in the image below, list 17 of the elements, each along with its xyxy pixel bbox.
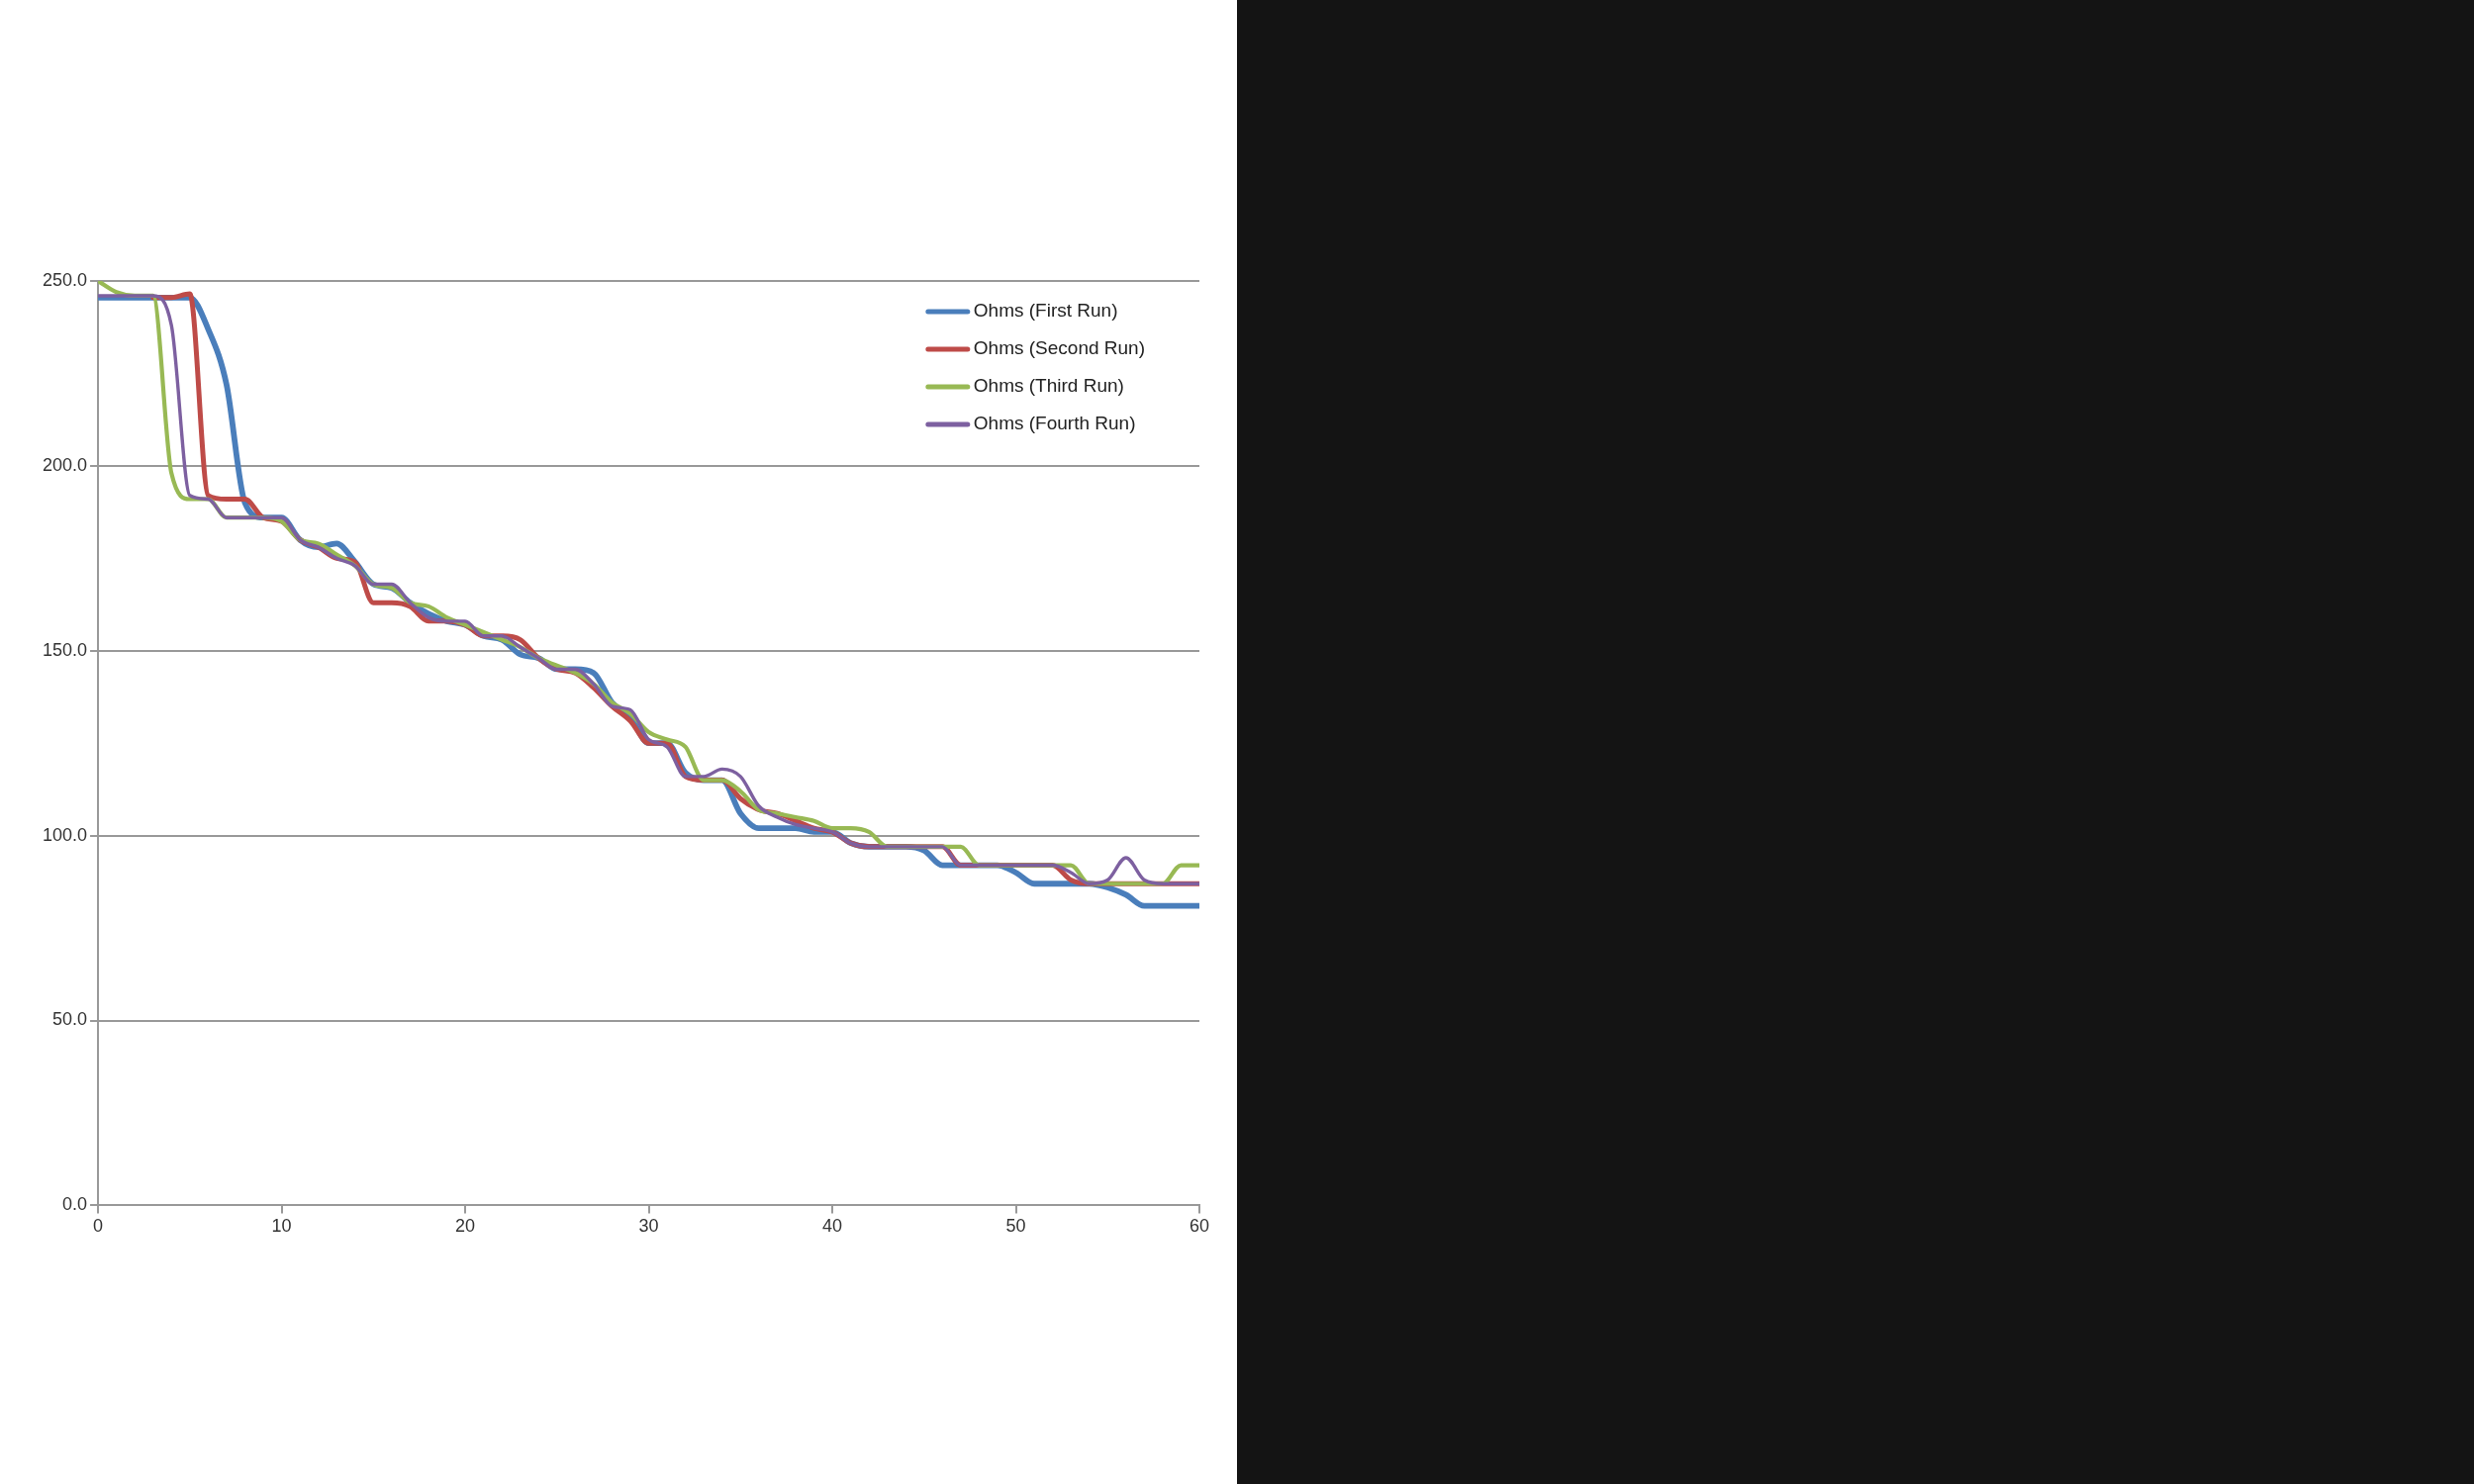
- x-tick-label: 60: [1189, 1216, 1210, 1237]
- legend-label: Ohms (First Run): [973, 300, 1118, 322]
- y-tick-label: 200.0: [43, 454, 88, 475]
- legend-label: Ohms (Fourth Run): [973, 413, 1136, 434]
- legend-label: Ohms (Third Run): [973, 375, 1124, 397]
- y-tick-label: 150.0: [43, 639, 88, 660]
- x-tick-label: 20: [455, 1216, 476, 1237]
- legend-label: Ohms (Second Run): [973, 337, 1146, 359]
- x-tick-label: 30: [638, 1216, 659, 1237]
- y-tick-label: 100.0: [43, 824, 88, 845]
- y-tick-label: 50.0: [52, 1009, 88, 1030]
- y-tick-label: 0.0: [62, 1194, 88, 1215]
- y-tick-label: 250.0: [43, 269, 88, 290]
- x-tick-label: 40: [822, 1216, 843, 1237]
- x-tick-label: 10: [271, 1216, 292, 1237]
- x-tick-label: 0: [93, 1216, 104, 1237]
- x-tick-label: 50: [1005, 1216, 1026, 1237]
